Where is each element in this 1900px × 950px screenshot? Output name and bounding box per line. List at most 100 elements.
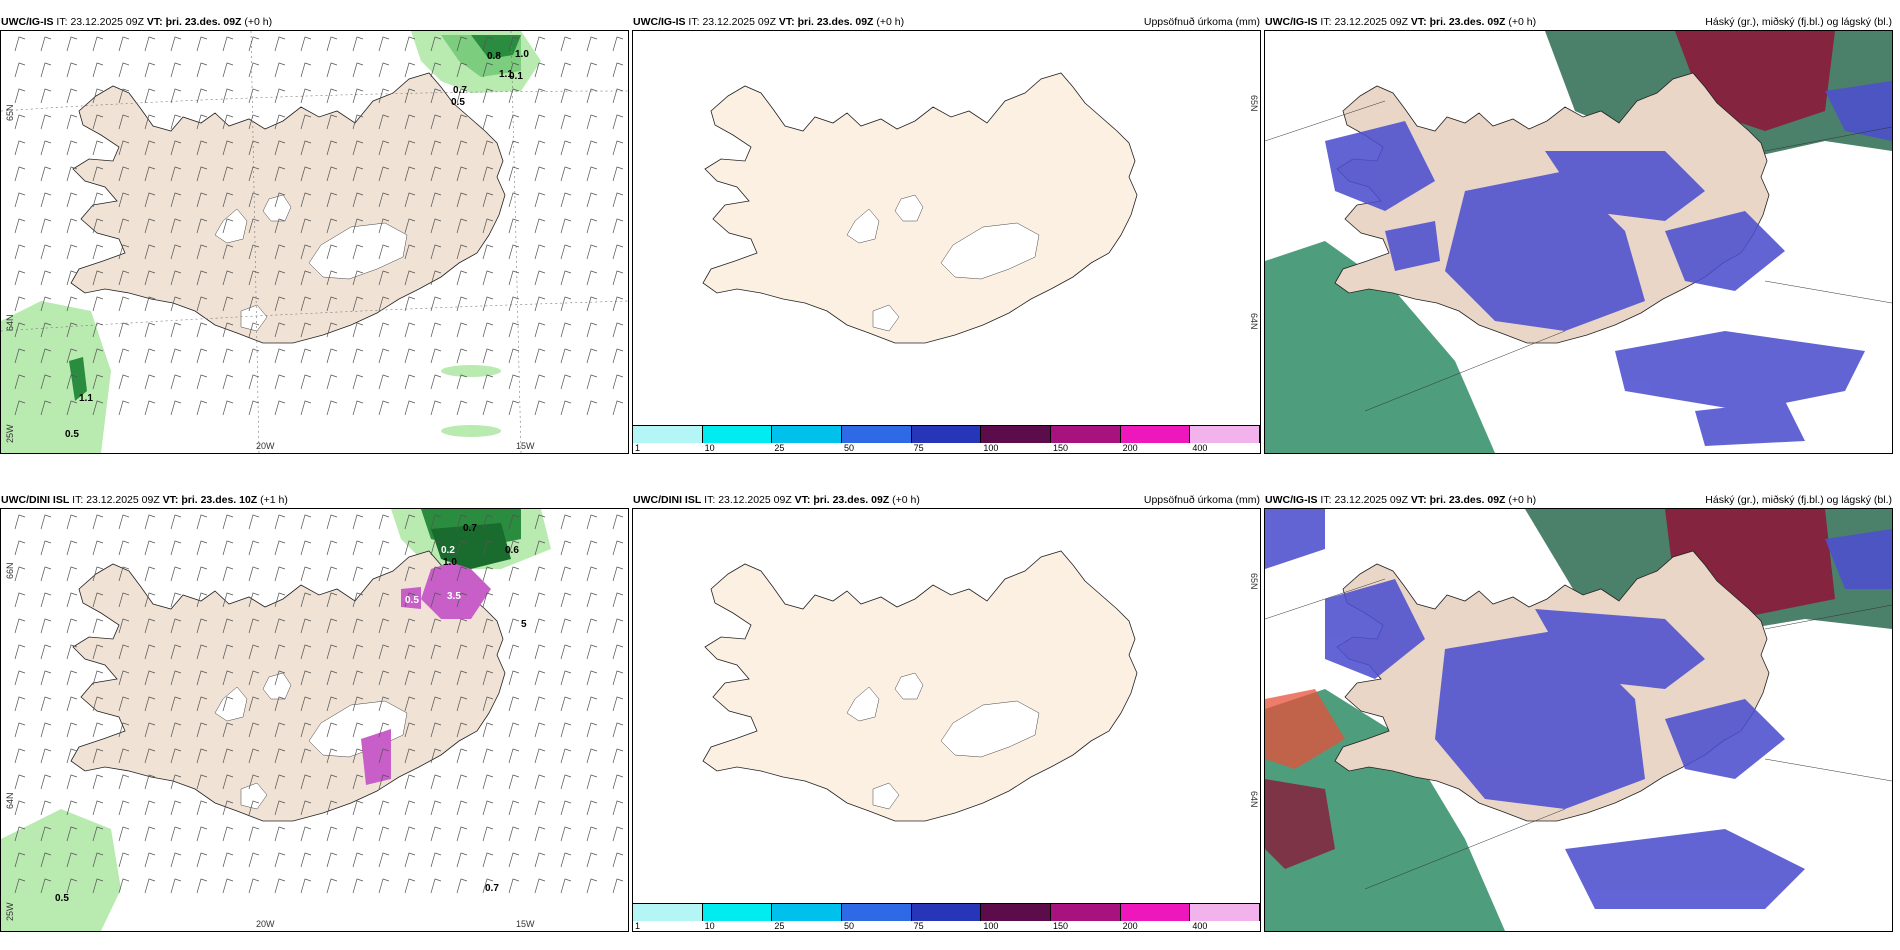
- map-canvas: [1265, 31, 1892, 453]
- panel-dini-precip: UWC/DINI ISL IT: 23.12.2025 09Z VT: þri.…: [632, 488, 1262, 933]
- colorbar-swatch: [842, 426, 912, 443]
- valid-time: þri. 23.des. 09Z: [797, 16, 874, 28]
- colorbar-tick-label: 25: [774, 921, 785, 931]
- lat-label: 65N: [1249, 95, 1259, 112]
- panel-title: Háský (gr.), miðský (fj.bl.) og lágský (…: [1705, 16, 1892, 28]
- colorbar-tick-label: 75: [913, 443, 924, 453]
- model-name: UWC/IG-IS: [633, 16, 686, 28]
- lat-label: 64N: [1249, 791, 1259, 808]
- colorbar-tick-label: 25: [774, 443, 785, 453]
- init-time: 23.12.2025 09Z: [1334, 494, 1408, 506]
- map-frame[interactable]: [1264, 30, 1893, 454]
- vt-label: VT:: [146, 16, 163, 28]
- value-label: 0.1: [509, 71, 523, 82]
- lat-label: 64N: [5, 792, 15, 809]
- wind-barbs: [14, 514, 624, 894]
- value-label: 0.7: [463, 523, 477, 534]
- value-label: 0.7: [485, 883, 499, 894]
- colorbar-tick-label: 10: [704, 443, 715, 453]
- panel-ig-precip: UWC/IG-IS IT: 23.12.2025 09Z VT: þri. 23…: [632, 10, 1262, 455]
- colorbar-tick-label: 100: [983, 921, 999, 931]
- lon-label: 20W: [256, 919, 275, 929]
- value-label: 0.8: [487, 51, 501, 62]
- it-label: IT:: [1320, 16, 1332, 28]
- map-canvas: 20W 15W 65N 64N 25W 0.8 1.0 0.7 0.5 1.1 …: [1, 31, 628, 453]
- colorbar-swatch: [842, 904, 912, 921]
- colorbar-tick-label: 400: [1192, 443, 1208, 453]
- map-frame[interactable]: [1264, 508, 1893, 932]
- lead-time: (+0 h): [1508, 16, 1537, 28]
- panel-header: UWC/DINI ISL IT: 23.12.2025 09Z VT: þri.…: [633, 492, 1260, 508]
- valid-time: þri. 23.des. 10Z: [181, 494, 258, 506]
- colorbar-swatch: [633, 904, 703, 921]
- colorbar-swatch: [772, 426, 843, 443]
- init-time: 23.12.2025 09Z: [702, 16, 776, 28]
- map-frame[interactable]: 20W 15W 65N 64N 25W 0.8 1.0 0.7 0.5 1.1 …: [0, 30, 629, 454]
- lat-label: 64N: [5, 314, 15, 331]
- value-label: 0.2: [441, 545, 455, 556]
- colorbar-tick-label: 100: [983, 443, 999, 453]
- it-label: IT:: [704, 494, 716, 506]
- colorbar-swatch: [1190, 426, 1260, 443]
- colorbar-swatch: [702, 426, 773, 443]
- colorbar-tick-label: 1: [635, 921, 641, 931]
- model-name: UWC/DINI ISL: [1, 494, 70, 506]
- colorbar-swatch: [981, 904, 1052, 921]
- map-frame[interactable]: 65N 64N 1 10 25 50 75 100 150 200 400: [632, 30, 1261, 454]
- it-label: IT:: [688, 16, 700, 28]
- valid-time: þri. 23.des. 09Z: [165, 16, 242, 28]
- valid-time: þri. 23.des. 09Z: [1429, 494, 1506, 506]
- lead-time: (+0 h): [1508, 494, 1537, 506]
- init-time: 23.12.2025 09Z: [1334, 16, 1408, 28]
- lead-time: (+0 h): [892, 494, 920, 506]
- panel-header: UWC/IG-IS IT: 23.12.2025 09Z VT: þri. 23…: [633, 14, 1260, 30]
- panel-title: Háský (gr.), miðský (fj.bl.) og lágský (…: [1705, 494, 1892, 506]
- map-canvas: [1265, 509, 1892, 931]
- model-name: UWC/IG-IS: [1, 16, 54, 28]
- it-label: IT:: [1320, 494, 1332, 506]
- colorbar-swatch: [1120, 904, 1191, 921]
- lat-label: 25W: [5, 424, 15, 443]
- lon-label: 20W: [256, 441, 275, 451]
- valid-time: þri. 23.des. 09Z: [1429, 16, 1506, 28]
- value-label: 1.0: [443, 557, 457, 568]
- colorbar-tick-label: 150: [1053, 443, 1069, 453]
- value-label: 1.0: [515, 49, 529, 60]
- value-label: 1.1: [499, 69, 513, 80]
- colorbar: 1 10 25 50 75 100 150 200 400: [633, 903, 1260, 931]
- panel-dini-cloud: UWC/IG-IS IT: 23.12.2025 09Z VT: þri. 23…: [1264, 488, 1894, 933]
- lead-time: (+1 h): [260, 494, 288, 506]
- value-label: 0.5: [55, 893, 69, 904]
- init-time: 23.12.2025 09Z: [86, 494, 160, 506]
- map-canvas: 65N 64N: [633, 509, 1260, 931]
- vt-label: VT:: [1410, 16, 1427, 28]
- colorbar-swatch: [911, 904, 982, 921]
- value-label: 1.1: [79, 393, 93, 404]
- wind-barbs: [14, 36, 624, 416]
- value-label: 0.7: [453, 85, 467, 96]
- lead-time: (+0 h): [244, 16, 273, 28]
- map-frame[interactable]: 65N 64N 1 10 25 50 75 100 150 200 400: [632, 508, 1261, 932]
- panel-title: Uppsöfnuð úrkoma (mm): [1143, 494, 1260, 506]
- colorbar-swatch: [981, 426, 1052, 443]
- colorbar-tick-label: 150: [1053, 921, 1069, 931]
- colorbar-swatch: [911, 426, 982, 443]
- colorbar-swatch: [1120, 426, 1191, 443]
- colorbar: 1 10 25 50 75 100 150 200 400: [633, 425, 1260, 453]
- map-frame[interactable]: 20W 15W 66N 64N 25W 0.7 0.6 1.0 0.2 0.5 …: [0, 508, 629, 932]
- lead-time: (+0 h): [876, 16, 905, 28]
- colorbar-tick-label: 200: [1122, 443, 1138, 453]
- map-canvas: 65N 64N: [633, 31, 1260, 453]
- lat-label: 65N: [5, 104, 15, 121]
- model-name: UWC/IG-IS: [1265, 16, 1318, 28]
- value-label: 0.6: [505, 545, 519, 556]
- colorbar-tick-label: 50: [844, 921, 855, 931]
- colorbar-tick-label: 400: [1192, 921, 1208, 931]
- value-label: 5: [521, 619, 527, 630]
- lon-label: 15W: [516, 441, 535, 451]
- colorbar-tick-label: 50: [844, 443, 855, 453]
- value-label: 0.5: [405, 595, 419, 606]
- it-label: IT:: [72, 494, 84, 506]
- panel-ig-wind: UWC/IG-IS IT: 23.12.2025 09Z VT: þri. 23…: [0, 10, 630, 455]
- colorbar-swatch: [772, 904, 843, 921]
